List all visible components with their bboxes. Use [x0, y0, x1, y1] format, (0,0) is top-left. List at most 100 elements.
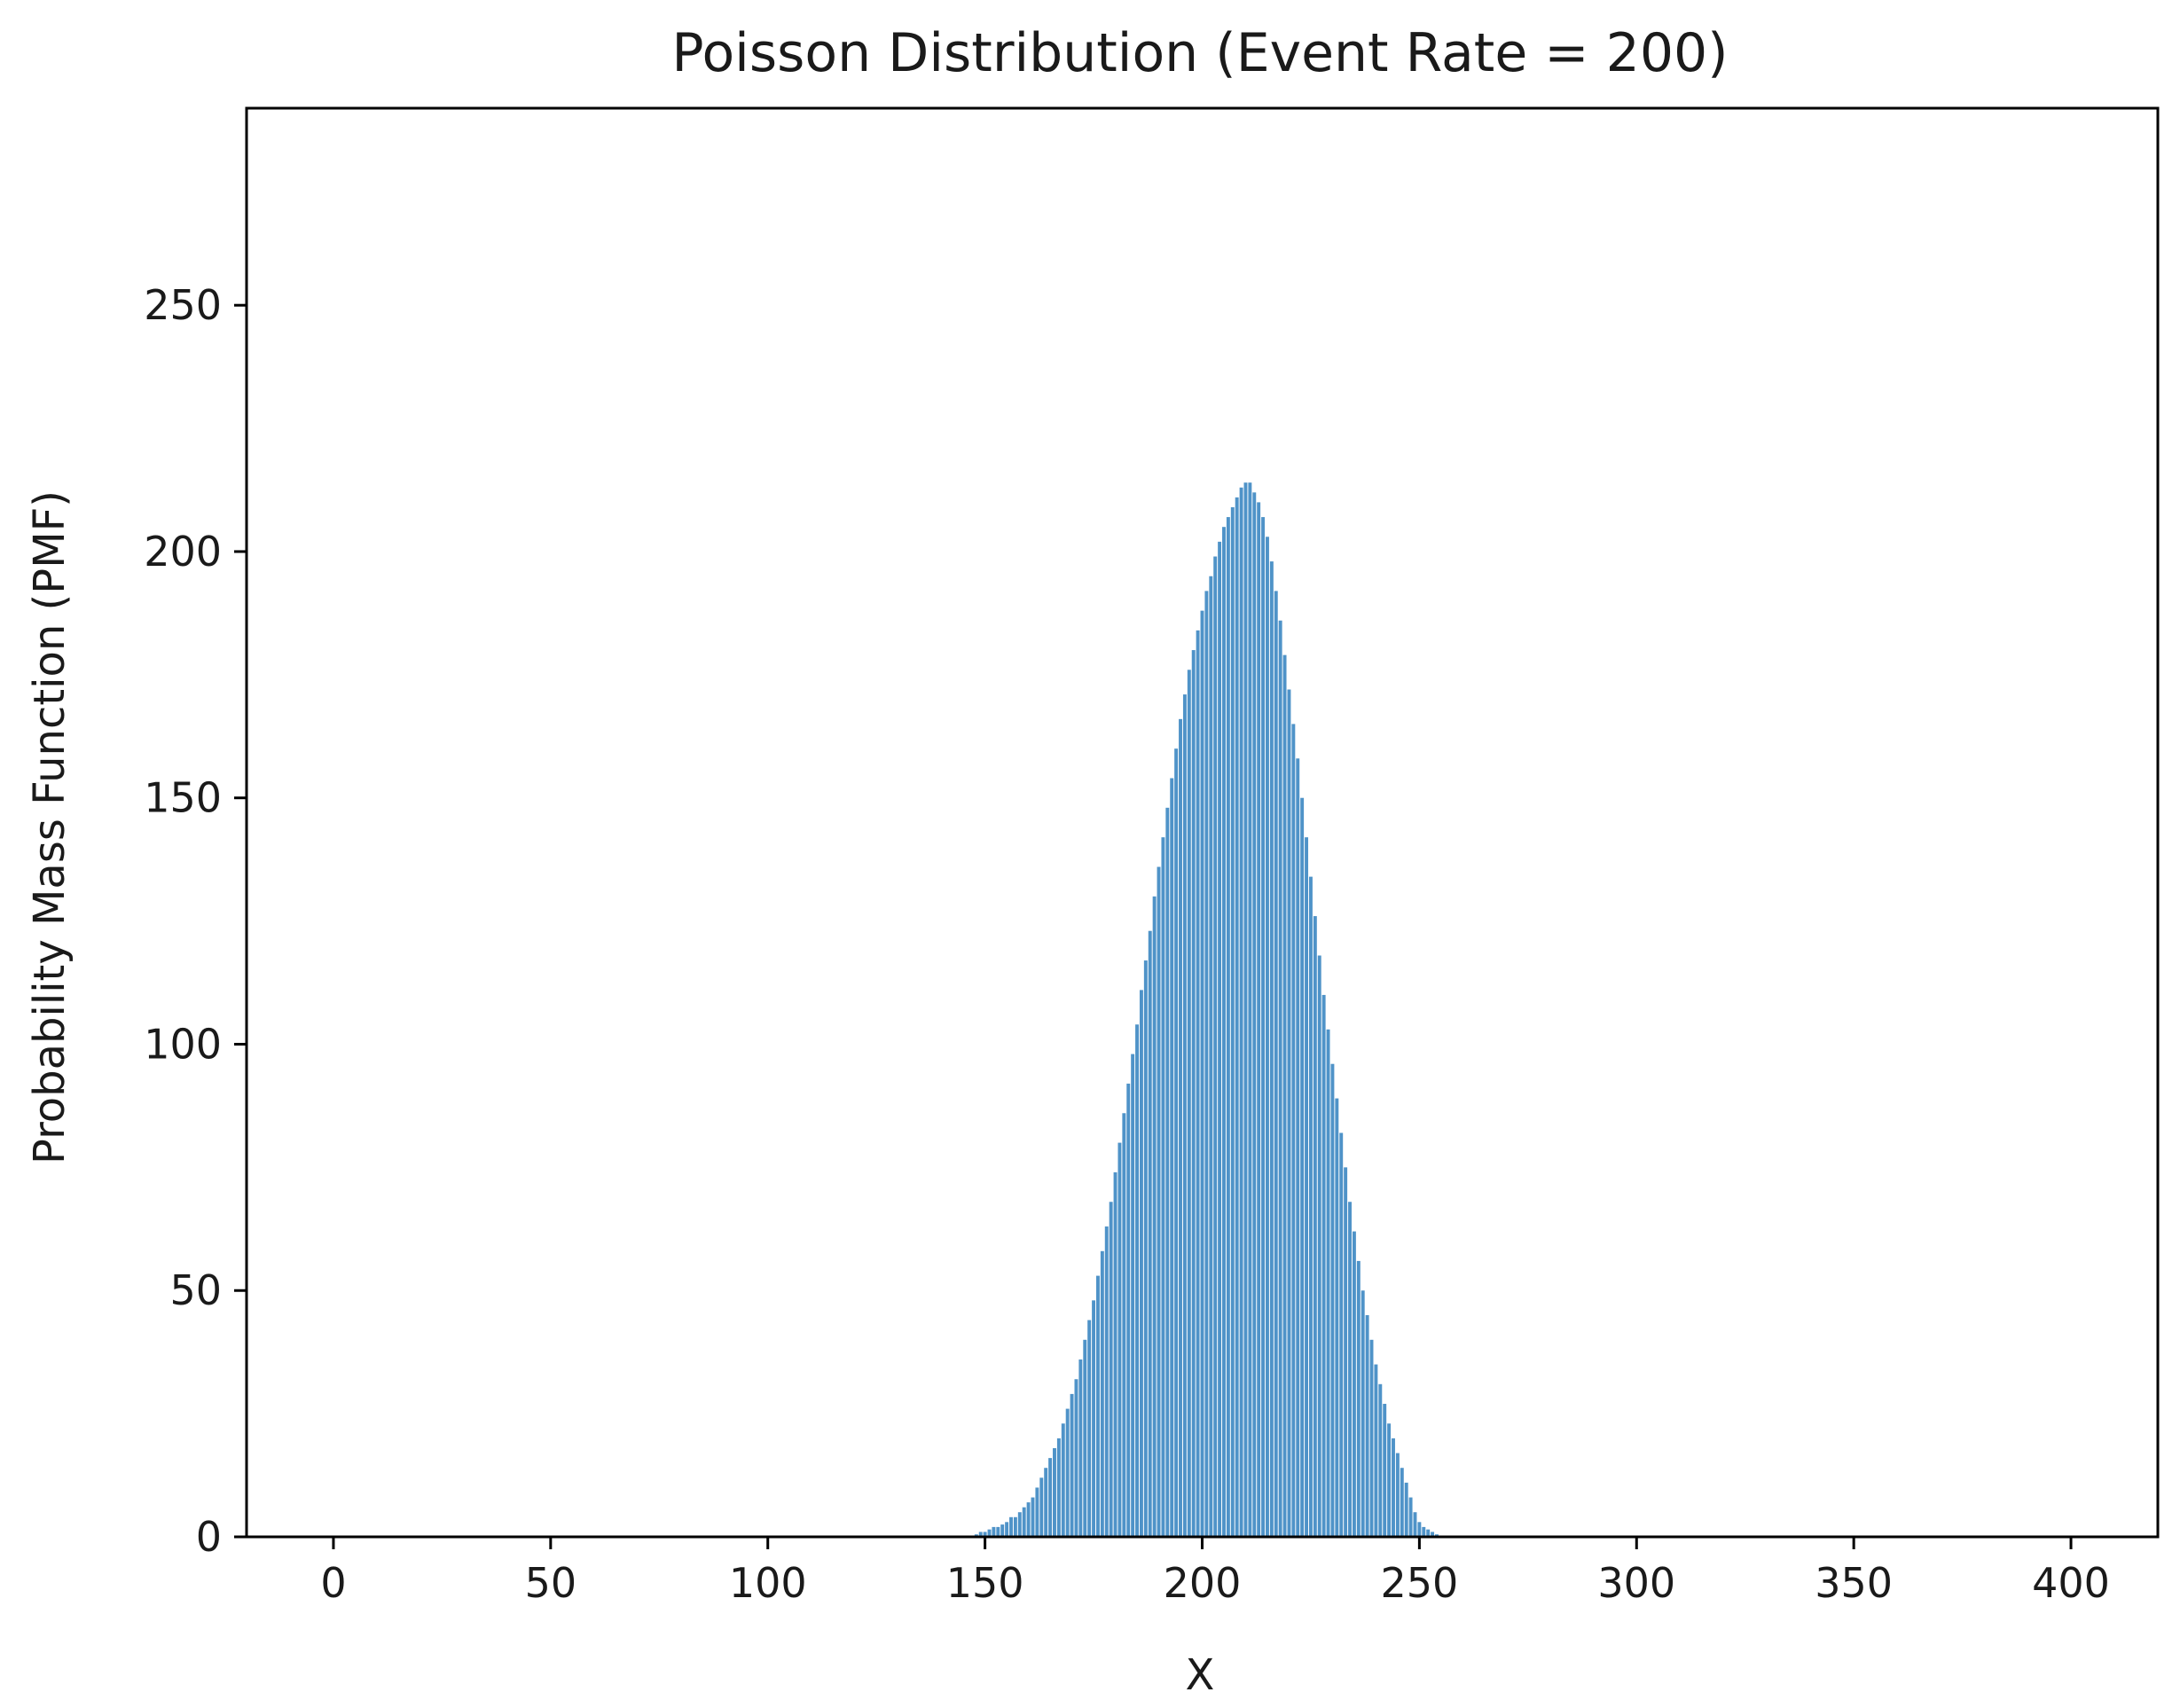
x-tick-label-50: 50 [525, 1559, 577, 1607]
x-tick-label-300: 300 [1597, 1559, 1675, 1607]
chart-title: Poisson Distribution (Event Rate = 200) [671, 22, 1728, 84]
bar-x-152 [992, 1526, 996, 1537]
bar-x-242 [1383, 1404, 1387, 1537]
y-axis: 0 50 100 150 200 250 [144, 281, 247, 1561]
bar-x-241 [1378, 1383, 1383, 1537]
bar-x-249 [1413, 1512, 1417, 1537]
bar-x-232 [1339, 1132, 1344, 1537]
bar-x-196 [1182, 694, 1187, 1537]
bar-x-195 [1179, 718, 1182, 1537]
y-tick-label-250: 250 [144, 281, 222, 329]
bar-x-182 [1122, 1113, 1126, 1537]
bar-x-186 [1139, 990, 1143, 1537]
bar-x-174 [1087, 1320, 1092, 1537]
bar-x-169 [1065, 1408, 1070, 1537]
bar-x-245 [1395, 1453, 1400, 1537]
bar-x-187 [1143, 960, 1148, 1537]
x-axis: 0 50 100 150 200 250 300 350 400 [320, 1537, 2110, 1607]
bar-x-177 [1100, 1250, 1104, 1537]
bars-group [974, 482, 1439, 1538]
bar-x-215 [1266, 537, 1269, 1537]
bar-x-228 [1321, 994, 1326, 1537]
y-axis-title: Probability Mass Function (PMF) [25, 490, 74, 1164]
x-tick-label-400: 400 [2032, 1559, 2110, 1607]
bar-x-225 [1308, 876, 1313, 1537]
bar-x-158 [1017, 1512, 1022, 1537]
bar-x-179 [1109, 1202, 1113, 1537]
bar-x-154 [1000, 1524, 1005, 1537]
bar-x-223 [1300, 797, 1305, 1537]
bar-x-231 [1335, 1098, 1339, 1537]
x-tick-label-150: 150 [946, 1559, 1024, 1607]
bar-x-184 [1131, 1054, 1135, 1537]
bar-x-166 [1053, 1448, 1056, 1537]
bar-x-243 [1387, 1423, 1392, 1537]
bar-x-149 [978, 1532, 983, 1537]
bar-x-252 [1426, 1529, 1431, 1537]
bar-x-229 [1326, 1029, 1330, 1537]
bar-x-227 [1317, 955, 1321, 1537]
bar-x-212 [1252, 492, 1257, 1537]
bar-x-239 [1369, 1339, 1374, 1537]
bar-x-244 [1392, 1438, 1395, 1537]
x-tick-label-250: 250 [1380, 1559, 1458, 1607]
bar-x-214 [1261, 517, 1266, 1537]
bar-x-236 [1356, 1260, 1361, 1537]
bar-x-157 [1013, 1516, 1017, 1537]
bar-x-250 [1417, 1522, 1422, 1537]
bar-x-161 [1031, 1497, 1035, 1537]
bar-x-226 [1313, 916, 1317, 1537]
bar-x-224 [1305, 837, 1309, 1537]
bar-x-206 [1226, 517, 1230, 1537]
bar-x-207 [1230, 506, 1235, 1537]
bar-x-181 [1117, 1142, 1122, 1537]
bar-x-233 [1344, 1167, 1348, 1537]
bar-x-170 [1070, 1393, 1074, 1537]
bar-x-211 [1248, 482, 1252, 1538]
bar-x-210 [1243, 482, 1248, 1538]
bar-x-221 [1291, 724, 1296, 1537]
bar-x-173 [1083, 1339, 1087, 1537]
bar-x-175 [1092, 1300, 1096, 1537]
bar-x-193 [1170, 778, 1174, 1537]
bar-x-180 [1113, 1171, 1117, 1537]
bar-x-178 [1104, 1226, 1109, 1537]
bar-x-194 [1174, 748, 1179, 1537]
bar-x-159 [1022, 1507, 1026, 1537]
bar-x-200 [1200, 610, 1204, 1537]
bar-x-176 [1096, 1275, 1100, 1537]
bar-x-222 [1296, 758, 1300, 1537]
bar-x-162 [1035, 1487, 1039, 1537]
bar-x-208 [1235, 497, 1239, 1537]
bar-x-192 [1165, 807, 1170, 1537]
bar-x-253 [1431, 1532, 1435, 1537]
bar-x-204 [1218, 541, 1222, 1537]
x-axis-title: X [1186, 1650, 1215, 1700]
bar-x-199 [1196, 630, 1200, 1537]
bar-x-164 [1044, 1468, 1048, 1537]
bar-x-150 [983, 1532, 987, 1537]
bar-x-216 [1269, 561, 1274, 1537]
y-tick-label-100: 100 [144, 1020, 222, 1068]
bar-x-188 [1148, 930, 1152, 1537]
bar-x-185 [1135, 1024, 1139, 1537]
bar-x-156 [1009, 1516, 1013, 1537]
bar-x-205 [1222, 527, 1226, 1538]
x-tick-label-200: 200 [1164, 1559, 1242, 1607]
y-tick-label-50: 50 [169, 1266, 222, 1314]
bar-x-234 [1348, 1202, 1352, 1537]
y-tick-label-200: 200 [144, 528, 222, 576]
y-tick-label-150: 150 [144, 774, 222, 822]
bar-x-168 [1061, 1423, 1065, 1537]
bar-x-237 [1361, 1290, 1365, 1537]
bar-x-220 [1287, 689, 1291, 1537]
bar-x-218 [1278, 620, 1282, 1537]
x-tick-label-100: 100 [729, 1559, 807, 1607]
bar-x-171 [1074, 1379, 1078, 1537]
bar-x-191 [1161, 837, 1165, 1537]
bar-x-197 [1187, 670, 1191, 1537]
bar-x-190 [1157, 866, 1161, 1537]
bar-x-217 [1274, 591, 1278, 1538]
